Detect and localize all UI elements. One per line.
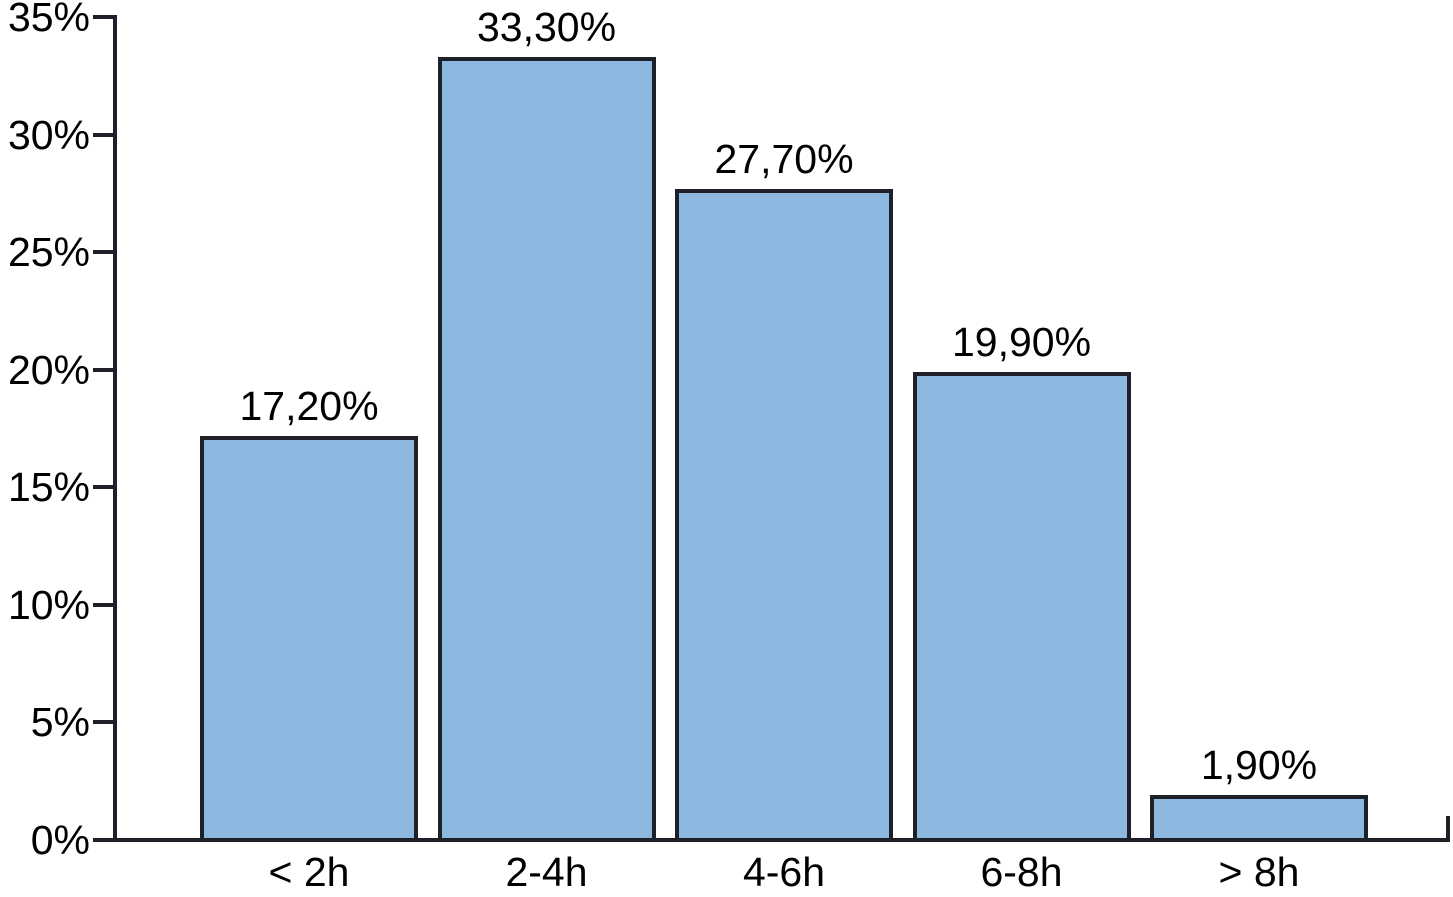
- y-tick-label: 30%: [7, 111, 90, 158]
- x-category-label: 2-4h: [505, 849, 588, 895]
- bar-value-label: 1,90%: [1200, 742, 1318, 789]
- y-tick: [93, 250, 113, 255]
- y-tick: [93, 132, 113, 137]
- x-category-label: 4-6h: [742, 849, 826, 895]
- x-category-label: < 2h: [268, 849, 350, 895]
- bar-value-label: 33,30%: [476, 3, 617, 50]
- bar: [912, 372, 1131, 842]
- y-tick-label: 20%: [7, 346, 90, 393]
- y-tick: [93, 485, 113, 490]
- y-tick-label: 10%: [7, 581, 90, 628]
- bar-value-label: 19,90%: [951, 319, 1092, 366]
- y-axis-line: [113, 15, 117, 842]
- bar-value-label: 27,70%: [714, 135, 854, 182]
- y-tick-label: 0%: [30, 817, 90, 863]
- bar-value-label: 17,20%: [239, 382, 379, 429]
- y-tick: [93, 15, 113, 19]
- y-tick-label: 5%: [30, 699, 90, 746]
- bar: [200, 435, 418, 842]
- y-tick-label: 25%: [7, 229, 90, 276]
- y-tick-label: 15%: [7, 464, 90, 511]
- y-tick-label: 35%: [7, 0, 90, 40]
- y-tick: [93, 367, 113, 372]
- bar: [1150, 795, 1368, 842]
- y-tick: [93, 720, 113, 725]
- x-axis-end-tick: [1446, 816, 1450, 840]
- bar: [675, 188, 893, 842]
- y-tick: [93, 602, 113, 607]
- x-category-label: 6-8h: [980, 849, 1063, 895]
- x-category-label: > 8h: [1218, 849, 1300, 895]
- bar: [437, 56, 656, 842]
